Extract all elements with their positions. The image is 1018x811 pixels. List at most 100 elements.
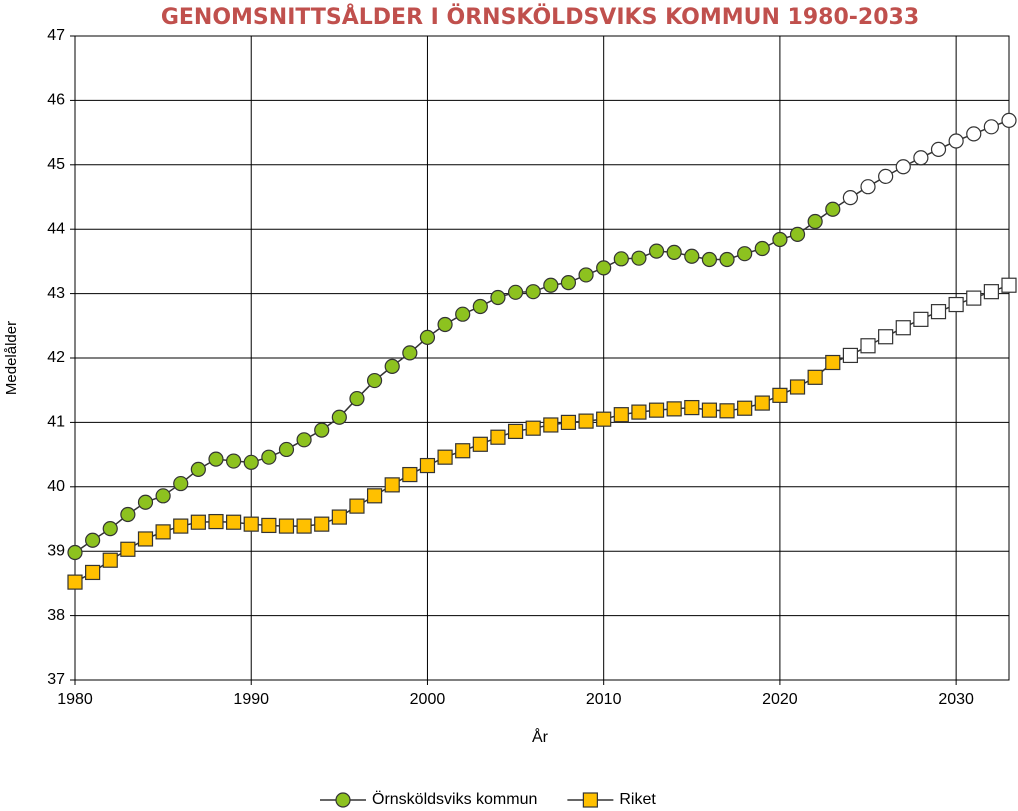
data-point [1001,277,1017,293]
data-point [137,494,154,510]
data-point [226,514,242,530]
y-tick-label: 38 [47,607,65,624]
data-point [578,267,594,283]
data-point [913,150,929,166]
data-point [102,521,118,537]
data-point [648,243,665,259]
data-point [560,414,577,430]
legend-label: Riket [619,791,656,808]
data-point [490,429,506,445]
x-tick-label: 1990 [233,691,269,708]
data-point [261,517,277,534]
data-point [366,372,383,389]
data-point [983,284,999,300]
data-point [684,399,700,416]
data-point [437,316,453,333]
data-point [613,251,629,267]
chart-title: GENOMSNITTSÅLDER I ÖRNSKÖLDSVIKS KOMMUN … [161,4,919,30]
data-point [807,213,823,230]
data-point [472,298,488,315]
data-point [85,532,101,548]
data-point [419,457,436,474]
data-point [155,488,171,504]
data-point [155,524,171,540]
data-point [296,432,312,448]
y-axis-label: Medelålder [3,321,20,395]
data-point [226,453,242,469]
data-point [437,449,453,465]
data-point [243,454,259,470]
data-point [631,250,647,266]
data-point [948,133,964,149]
data-point [402,466,418,483]
data-point [190,514,206,530]
data-point [419,329,436,345]
data-point [85,564,101,581]
data-point [807,369,823,385]
data-point [772,387,788,403]
data-point [120,506,136,523]
data-point [842,347,858,364]
data-point [596,260,612,276]
data-point [173,475,189,492]
x-tick-label: 1980 [57,691,93,708]
legend-marker [335,792,351,808]
data-point [455,443,471,459]
y-tick-label: 40 [47,478,65,495]
data-point [578,413,594,429]
data-point [613,407,629,423]
legend-label: Örnsköldsviks kommun [372,790,537,808]
data-point [648,402,665,418]
data-point [842,190,858,206]
data-point [666,401,682,417]
data-point [67,544,83,561]
data-point [930,141,947,157]
data-point [349,390,365,407]
y-tick-label: 45 [47,156,65,173]
data-point [296,518,312,534]
data-point [825,354,841,371]
data-point [631,404,647,420]
x-tick-label: 2000 [410,691,446,708]
data-point [137,531,154,547]
data-point [860,179,876,195]
data-point [278,518,295,534]
y-tick-label: 39 [47,542,65,559]
data-point [402,345,418,361]
data-point [331,509,347,525]
x-axis-label: År [532,727,549,746]
data-point [331,409,347,425]
data-point [895,159,911,175]
data-point [948,296,964,313]
data-point [120,541,136,557]
y-tick-label: 44 [47,220,65,237]
data-point [701,402,718,418]
data-point [737,400,753,416]
data-point [190,461,206,478]
data-point [243,516,259,532]
data-point [666,244,682,260]
data-point [525,420,541,436]
data-point [789,226,806,242]
data-point [314,422,330,438]
y-tick-label: 47 [47,27,65,44]
data-point [719,251,735,268]
data-point [384,358,400,374]
data-point [278,441,295,458]
data-point [684,248,700,264]
data-point [860,338,876,354]
data-point [349,498,365,514]
y-tick-label: 42 [47,349,65,366]
data-point [966,290,982,306]
data-point [754,395,770,411]
data-point [472,436,488,452]
data-point [507,284,524,300]
data-point [966,126,982,142]
data-point [789,379,806,395]
data-point [737,246,753,262]
data-point [67,574,83,590]
data-point [825,201,841,217]
data-point [455,306,471,322]
legend-marker [582,792,598,808]
